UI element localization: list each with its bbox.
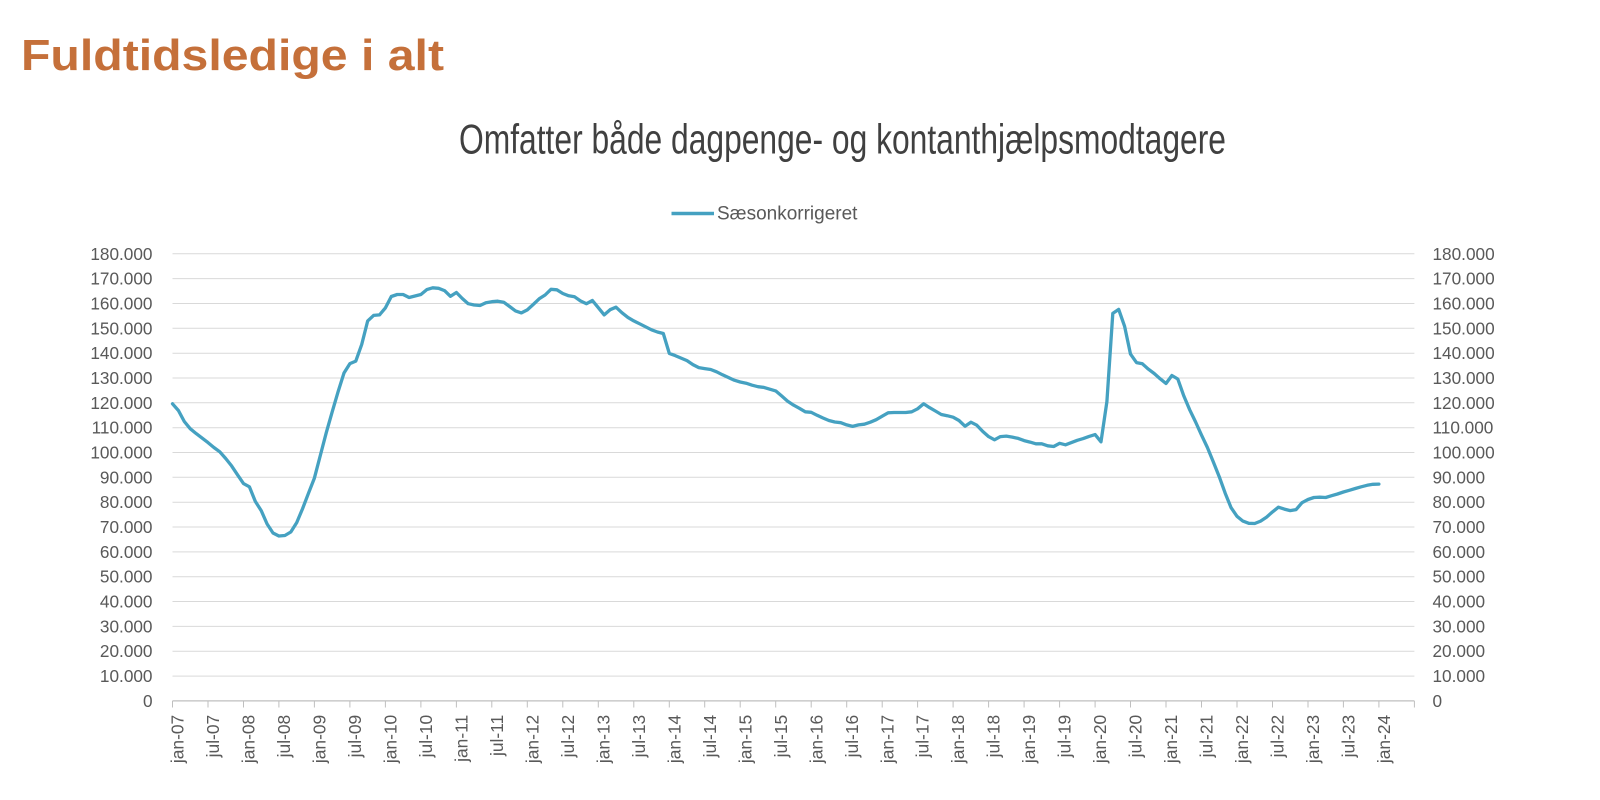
svg-text:130.000: 130.000: [1433, 368, 1495, 388]
svg-text:120.000: 120.000: [90, 393, 152, 413]
svg-text:jan-20: jan-20: [1090, 715, 1110, 764]
svg-text:80.000: 80.000: [1433, 492, 1486, 512]
svg-text:jul-15: jul-15: [771, 715, 791, 759]
svg-text:jul-21: jul-21: [1197, 715, 1217, 759]
svg-text:jan-08: jan-08: [239, 715, 259, 764]
svg-text:10.000: 10.000: [1433, 666, 1486, 686]
svg-text:90.000: 90.000: [100, 467, 153, 487]
svg-text:jul-12: jul-12: [558, 715, 578, 759]
svg-text:40.000: 40.000: [100, 592, 153, 612]
svg-text:0: 0: [143, 691, 153, 711]
svg-text:jul-10: jul-10: [416, 715, 436, 759]
svg-text:140.000: 140.000: [90, 343, 152, 363]
svg-text:jan-17: jan-17: [877, 715, 897, 764]
svg-text:140.000: 140.000: [1433, 343, 1495, 363]
svg-text:jul-19: jul-19: [1055, 715, 1075, 759]
svg-text:jul-07: jul-07: [203, 715, 223, 759]
svg-text:180.000: 180.000: [90, 244, 152, 264]
svg-text:30.000: 30.000: [1433, 616, 1486, 636]
svg-text:60.000: 60.000: [1433, 542, 1486, 562]
svg-text:jan-24: jan-24: [1374, 714, 1394, 764]
svg-text:70.000: 70.000: [1433, 517, 1486, 537]
svg-text:150.000: 150.000: [90, 318, 152, 338]
svg-text:jan-21: jan-21: [1161, 715, 1181, 764]
svg-text:50.000: 50.000: [100, 567, 153, 587]
svg-text:jul-20: jul-20: [1126, 715, 1146, 759]
svg-text:jul-14: jul-14: [700, 714, 720, 758]
svg-text:100.000: 100.000: [90, 443, 152, 463]
svg-text:jan-19: jan-19: [1019, 715, 1039, 764]
svg-text:jan-07: jan-07: [168, 715, 188, 764]
svg-text:0: 0: [1433, 691, 1443, 711]
svg-text:120.000: 120.000: [1433, 393, 1495, 413]
svg-text:jul-16: jul-16: [842, 715, 862, 759]
svg-text:170.000: 170.000: [90, 269, 152, 289]
svg-text:jan-22: jan-22: [1232, 715, 1252, 764]
svg-text:jul-22: jul-22: [1268, 715, 1288, 759]
svg-text:130.000: 130.000: [90, 368, 152, 388]
svg-text:jul-09: jul-09: [345, 715, 365, 759]
svg-text:180.000: 180.000: [1433, 244, 1495, 264]
svg-text:110.000: 110.000: [92, 418, 153, 438]
svg-text:50.000: 50.000: [1433, 567, 1486, 587]
svg-text:jan-14: jan-14: [664, 714, 684, 764]
svg-text:Omfatter både dagpenge- og kon: Omfatter både dagpenge- og kontanthjælps…: [459, 116, 1226, 163]
svg-text:70.000: 70.000: [100, 517, 153, 537]
svg-text:80.000: 80.000: [100, 492, 153, 512]
svg-text:160.000: 160.000: [90, 294, 152, 314]
svg-text:jul-08: jul-08: [274, 715, 294, 759]
svg-text:40.000: 40.000: [1433, 592, 1486, 612]
svg-text:jan-09: jan-09: [309, 715, 329, 764]
svg-text:jul-13: jul-13: [629, 715, 649, 759]
svg-text:jan-12: jan-12: [522, 715, 542, 764]
svg-text:jan-15: jan-15: [735, 715, 755, 764]
svg-text:Fuldtidsledige i alt: Fuldtidsledige i alt: [21, 31, 444, 80]
svg-text:30.000: 30.000: [100, 616, 153, 636]
svg-text:jul-17: jul-17: [913, 715, 933, 759]
svg-text:90.000: 90.000: [1433, 467, 1486, 487]
svg-text:160.000: 160.000: [1433, 294, 1495, 314]
svg-text:10.000: 10.000: [100, 666, 153, 686]
svg-text:jan-16: jan-16: [806, 715, 826, 764]
svg-text:jan-13: jan-13: [593, 715, 613, 764]
svg-text:jan-11: jan-11: [451, 715, 471, 763]
svg-text:Sæsonkorrigeret: Sæsonkorrigeret: [717, 204, 858, 225]
svg-text:110.000: 110.000: [1433, 418, 1494, 438]
svg-text:jan-10: jan-10: [380, 715, 400, 764]
svg-text:150.000: 150.000: [1433, 318, 1495, 338]
svg-text:20.000: 20.000: [1433, 641, 1486, 661]
svg-text:jul-11: jul-11: [487, 715, 507, 757]
svg-text:jan-18: jan-18: [948, 715, 968, 764]
svg-text:170.000: 170.000: [1433, 269, 1495, 289]
svg-text:jan-23: jan-23: [1303, 715, 1323, 764]
svg-text:100.000: 100.000: [1433, 443, 1495, 463]
svg-text:20.000: 20.000: [100, 641, 153, 661]
svg-text:jul-18: jul-18: [984, 715, 1004, 759]
svg-text:60.000: 60.000: [100, 542, 153, 562]
svg-text:jul-23: jul-23: [1338, 715, 1358, 759]
